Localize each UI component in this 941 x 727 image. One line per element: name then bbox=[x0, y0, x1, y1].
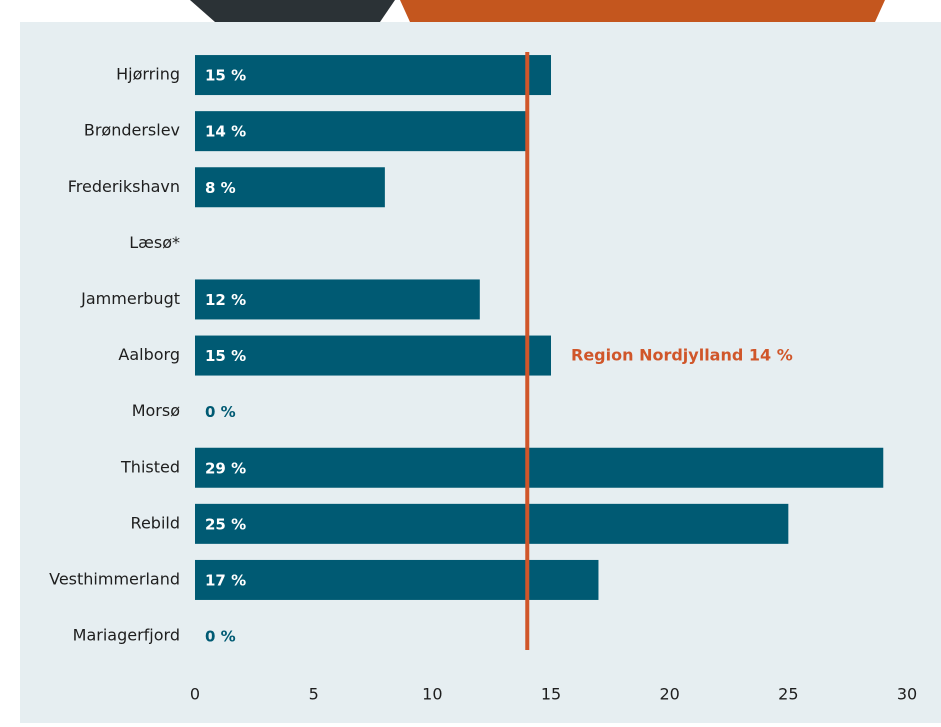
value-label: 15 % bbox=[205, 347, 246, 365]
value-label: 29 % bbox=[205, 459, 246, 477]
category-label: Morsø bbox=[132, 401, 181, 420]
category-label: Brønderslev bbox=[84, 121, 180, 140]
category-label: Thisted bbox=[120, 457, 180, 476]
value-label: 12 % bbox=[205, 291, 246, 309]
category-label: Aalborg bbox=[118, 345, 180, 364]
x-tick-label: 10 bbox=[422, 685, 442, 704]
bar bbox=[195, 560, 598, 600]
value-label: 25 % bbox=[205, 515, 246, 533]
x-tick-label: 20 bbox=[659, 685, 679, 704]
category-label: Læsø* bbox=[129, 233, 180, 252]
category-label: Frederikshavn bbox=[68, 177, 180, 196]
x-tick-label: 5 bbox=[309, 685, 319, 704]
value-label: 8 % bbox=[205, 179, 236, 197]
x-tick-label: 25 bbox=[778, 685, 798, 704]
bar bbox=[195, 504, 788, 544]
category-label: Vesthimmerland bbox=[49, 569, 180, 588]
x-tick-label: 30 bbox=[897, 685, 917, 704]
value-label: 17 % bbox=[205, 571, 246, 589]
category-label: Mariagerfjord bbox=[73, 626, 180, 645]
x-tick-label: 0 bbox=[190, 685, 200, 704]
bar bbox=[195, 55, 551, 95]
photo-orange bbox=[400, 0, 885, 22]
bar bbox=[195, 336, 551, 376]
value-label: 0 % bbox=[205, 403, 236, 421]
category-label: Rebild bbox=[131, 513, 180, 532]
bar bbox=[195, 448, 883, 488]
reference-label: Region Nordjylland 14 % bbox=[571, 346, 793, 365]
value-label: 0 % bbox=[205, 628, 236, 646]
x-tick-label: 15 bbox=[541, 685, 561, 704]
category-label: Jammerbugt bbox=[80, 289, 180, 308]
chart: 0 5 10 15 20 25 30 Hjørring 15 % Brønderslev 14 % F… bbox=[0, 0, 941, 723]
photo-dark bbox=[190, 0, 395, 22]
value-label: 14 % bbox=[205, 123, 246, 141]
category-label: Hjørring bbox=[116, 65, 180, 84]
value-label: 15 % bbox=[205, 67, 246, 85]
